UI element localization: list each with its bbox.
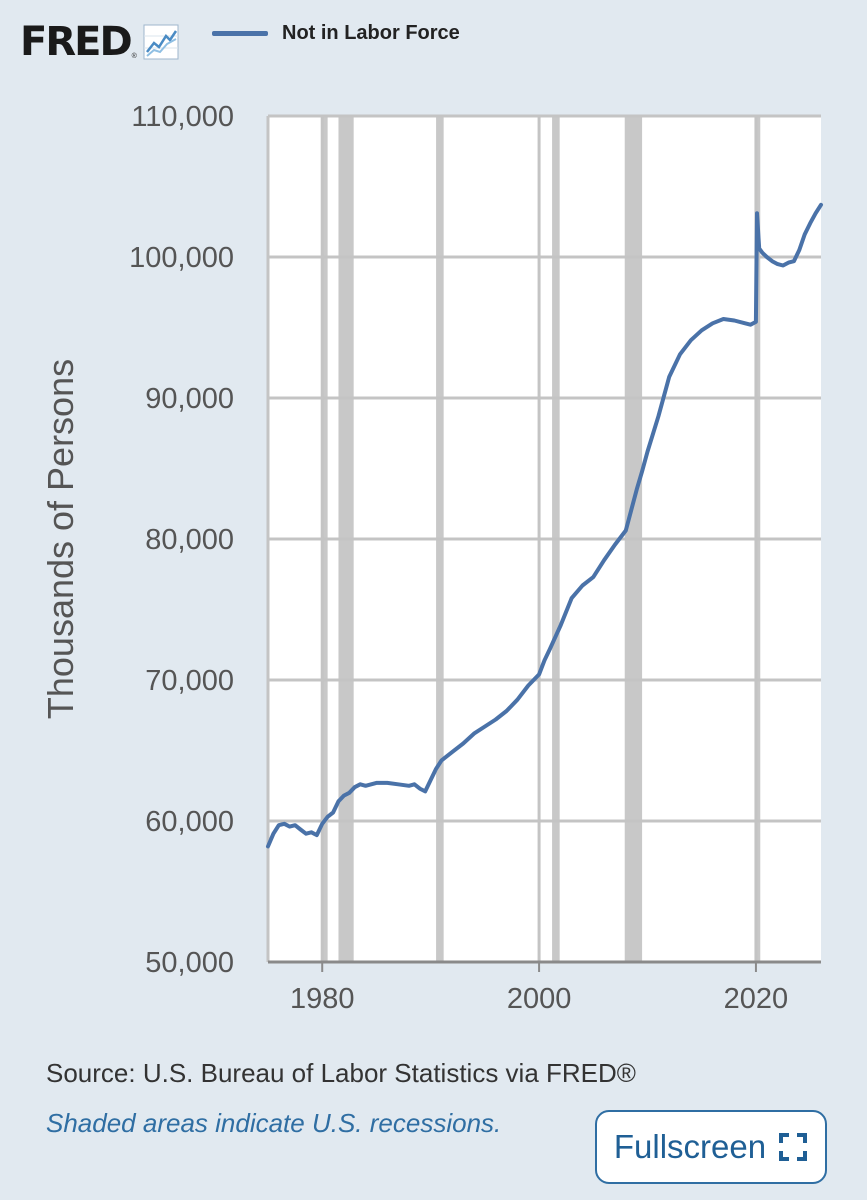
registered-mark: ® xyxy=(131,53,137,60)
y-tick-label-5: 100,000 xyxy=(129,242,234,274)
y-tick-label-1: 60,000 xyxy=(145,806,234,838)
fullscreen-button[interactable]: Fullscreen xyxy=(595,1110,827,1184)
x-tick-label-1: 2000 xyxy=(507,983,572,1015)
y-tick-label-3: 80,000 xyxy=(145,524,234,556)
x-tick-label-0: 1980 xyxy=(290,983,355,1015)
recession-note-link[interactable]: Shaded areas indicate U.S. recessions. xyxy=(46,1108,502,1138)
fred-logo[interactable]: FRED ® xyxy=(20,22,179,62)
fullscreen-label: Fullscreen xyxy=(613,1128,767,1165)
legend-series-swatch xyxy=(212,31,268,36)
y-tick-label-2: 70,000 xyxy=(145,665,234,697)
y-tick-label-4: 90,000 xyxy=(145,383,234,415)
legend-series-label: Not in Labor Force xyxy=(282,22,460,44)
x-tick-label-2: 2020 xyxy=(724,983,789,1015)
y-tick-label-6: 110,000 xyxy=(131,101,234,133)
chart-legend: Not in Labor Force xyxy=(212,22,460,45)
line-chart-icon xyxy=(143,24,179,60)
series-line-not-in-labor-force xyxy=(266,202,823,849)
y-axis-title: Thousands of Persons xyxy=(40,359,81,719)
fred-logo-text: FRED xyxy=(20,19,133,65)
source-text: Source: U.S. Bureau of Labor Statistics … xyxy=(46,1058,636,1088)
y-tick-label-0: 50,000 xyxy=(145,947,234,979)
line-chart: 50,000 60,000 70,000 80,000 90,000 100,000 110… xyxy=(40,101,823,1015)
expand-corners-icon xyxy=(779,1133,808,1161)
